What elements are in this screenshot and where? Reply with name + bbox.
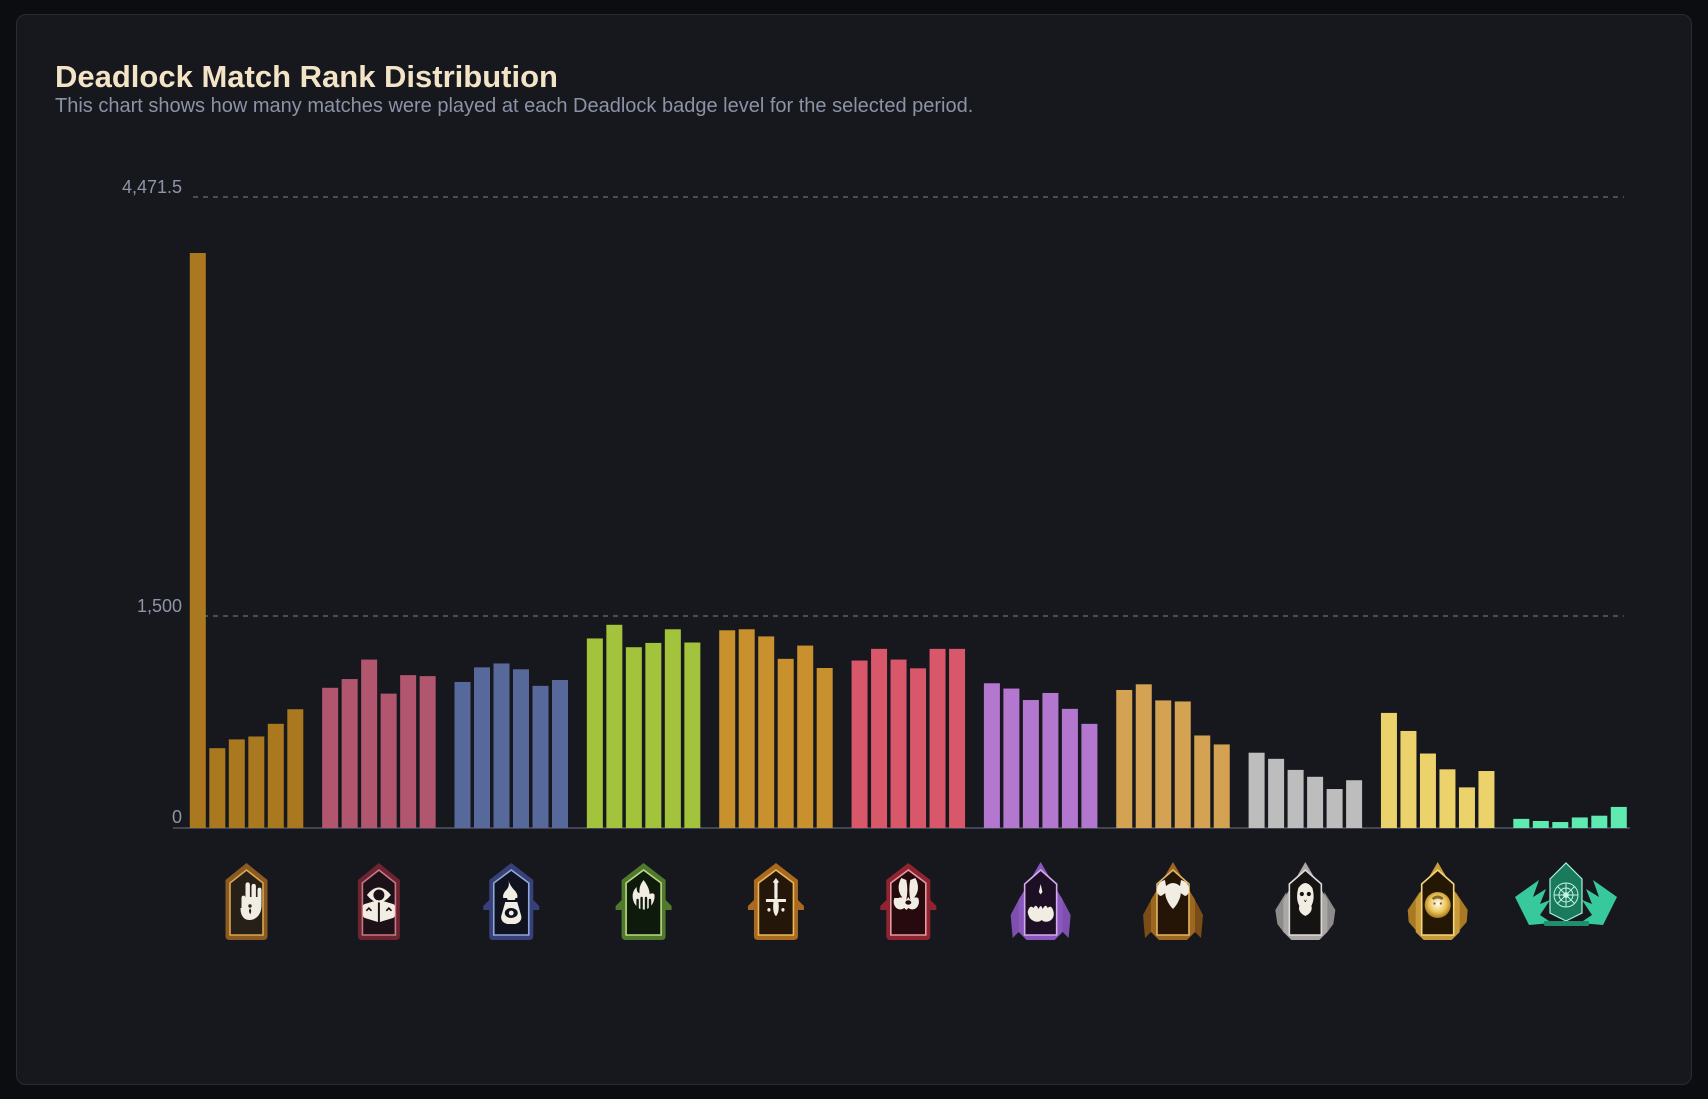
svg-text:4,471.5: 4,471.5 <box>122 177 182 197</box>
svg-text:0: 0 <box>172 807 182 827</box>
svg-text:1,500: 1,500 <box>137 596 182 616</box>
